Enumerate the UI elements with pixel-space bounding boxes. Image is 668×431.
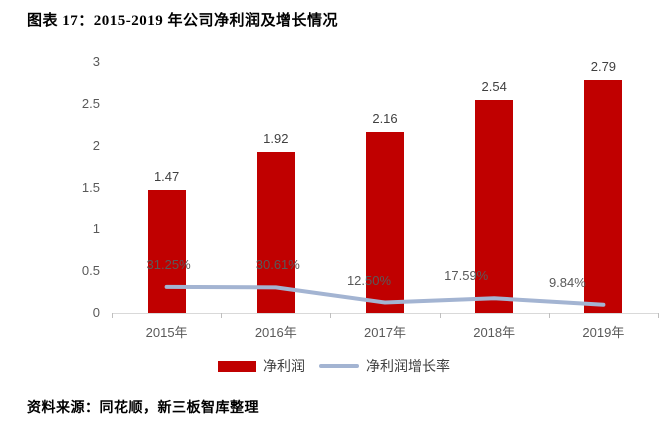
x-axis-category-label: 2018年: [473, 325, 516, 340]
x-axis-tick: [221, 313, 223, 318]
legend: 净利润 净利润增长率: [0, 356, 668, 376]
legend-item-netprofit: 净利润: [218, 356, 305, 376]
bar-value-label: 2.16: [372, 111, 398, 127]
x-axis-tick: [330, 313, 332, 318]
bar-value-label: 2.54: [481, 79, 507, 95]
bar-netprofit: [584, 79, 623, 313]
y-axis-tick-label: 2: [92, 137, 100, 153]
legend-bar-label: 净利润: [263, 358, 305, 374]
growth-rate-label: 9.84%: [548, 274, 586, 290]
x-axis-tick: [439, 313, 441, 318]
bar-value-label: 2.79: [590, 58, 617, 74]
legend-line-swatch: [319, 364, 359, 368]
growth-rate-label: 31.25%: [146, 256, 191, 272]
growth-rate-label: 17.59%: [444, 268, 489, 284]
y-axis-tick-label: 2.5: [81, 95, 100, 111]
legend-line-label: 净利润增长率: [366, 358, 450, 374]
source-note: 资料来源：同花顺，新三板智库整理: [27, 401, 259, 416]
x-axis-category-label: 2019年: [582, 325, 625, 340]
bar-netprofit: [147, 190, 186, 313]
x-axis-category-label: 2016年: [254, 325, 297, 340]
x-axis-category-label: 2015年: [145, 325, 188, 340]
growth-rate-label: 30.61%: [255, 257, 300, 273]
growth-rate-label: 12.50%: [346, 272, 392, 288]
legend-bar-swatch: [218, 360, 256, 372]
bar-value-label: 1.47: [153, 169, 180, 184]
x-axis-tick: [658, 313, 659, 318]
y-axis-tick-label: 1.5: [81, 179, 100, 195]
bar-netprofit: [366, 132, 404, 313]
bar-netprofit: [256, 152, 295, 313]
x-axis-line: [112, 313, 658, 314]
bar-value-label: 1.92: [263, 131, 289, 147]
y-axis-tick-label: 0: [92, 305, 100, 320]
x-axis-tick: [548, 313, 550, 318]
x-axis-tick: [112, 313, 113, 318]
y-axis-tick-label: 1: [92, 221, 100, 237]
y-axis-tick-label: 0.5: [81, 263, 100, 279]
y-axis-tick-label: 3: [92, 54, 100, 69]
x-axis-category-label: 2017年: [364, 325, 406, 340]
legend-item-growthrate: 净利润增长率: [319, 356, 450, 376]
figure-title: 图表 17：2015-2019 年公司净利润及增长情况: [27, 13, 338, 29]
bar-netprofit: [475, 100, 514, 313]
